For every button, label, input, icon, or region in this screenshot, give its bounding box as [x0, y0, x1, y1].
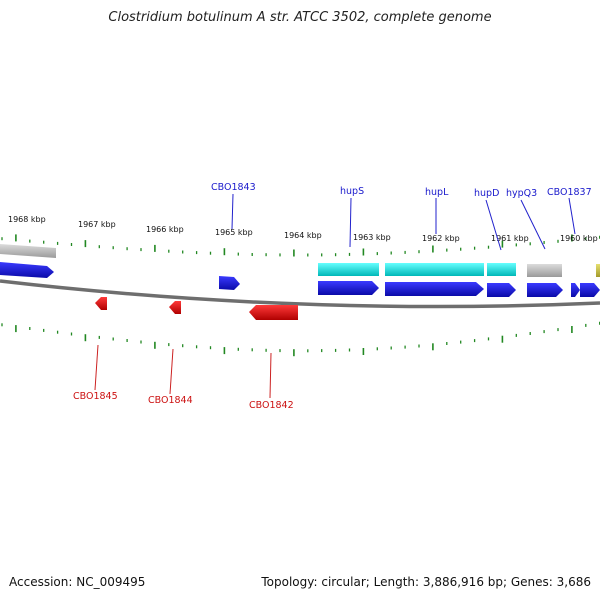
reverse-gene-CBO1842[interactable]	[249, 305, 298, 320]
forward-gene-hupD[interactable]	[487, 283, 516, 297]
forward-gene-left[interactable]	[0, 262, 54, 278]
forward-gene-CBO1843[interactable]	[219, 276, 240, 290]
leader-CBO1843	[231, 193, 234, 230]
leader-hupS	[349, 197, 352, 248]
forward-gene-hypQ3[interactable]	[527, 283, 563, 297]
forward-gene-CBO1837[interactable]	[580, 283, 600, 297]
kbp-label-1964: 1964 kbp	[284, 231, 322, 240]
label-CBO1842[interactable]: CBO1842	[249, 400, 294, 411]
forward-scale-ticks	[1, 234, 600, 257]
topology-summary: Topology: circular; Length: 3,886,916 bp…	[261, 575, 591, 589]
gene-hupS-rna-track[interactable]	[318, 263, 379, 276]
forward-gene-hupS[interactable]	[318, 281, 379, 295]
leader-CBO1837	[568, 197, 576, 235]
label-CBO1837[interactable]: CBO1837	[547, 187, 592, 198]
label-hypQ3[interactable]: hypQ3	[506, 188, 537, 199]
kbp-label-1968: 1968 kbp	[8, 215, 46, 224]
leader-hupD	[485, 199, 502, 251]
kbp-label-1966: 1966 kbp	[146, 225, 184, 234]
reverse-scale-ticks	[1, 321, 600, 357]
genome-backbone	[0, 279, 600, 309]
reverse-gene-CBO1844[interactable]	[169, 301, 181, 314]
label-CBO1844[interactable]: CBO1844	[148, 395, 193, 406]
reverse-gene-CBO1845[interactable]	[95, 297, 107, 310]
label-hupS[interactable]: hupS	[340, 186, 364, 197]
accession-label: Accession: NC_009495	[9, 575, 146, 589]
map-title: Clostridium botulinum A str. ATCC 3502, …	[108, 10, 492, 25]
gene-grey-left[interactable]	[0, 244, 56, 258]
gene-hypQ3-misc-track[interactable]	[527, 264, 562, 277]
leader-CBO1842	[269, 352, 272, 399]
label-CBO1843[interactable]: CBO1843	[211, 182, 256, 193]
leader-hypQ3	[520, 199, 546, 250]
leader-CBO1845	[94, 344, 99, 391]
leader-CBO1844	[169, 348, 174, 395]
forward-gene-small[interactable]	[571, 283, 580, 297]
kbp-label-1962: 1962 kbp	[422, 234, 460, 243]
kbp-label-1961: 1961 kbp	[491, 234, 529, 243]
gene-hupL-rna-track[interactable]	[385, 263, 484, 276]
label-hupD[interactable]: hupD	[474, 188, 499, 199]
gene-hupD-rna-track[interactable]	[487, 263, 516, 276]
forward-gene-hupL[interactable]	[385, 282, 484, 296]
gene-olive-edge[interactable]	[596, 264, 600, 277]
kbp-label-1963: 1963 kbp	[353, 233, 391, 242]
kbp-label-1967: 1967 kbp	[78, 220, 116, 229]
label-hupL[interactable]: hupL	[425, 187, 449, 198]
kbp-label-1960: 1960 kbp	[560, 234, 598, 243]
kbp-label-1965: 1965 kbp	[215, 228, 253, 237]
label-CBO1845[interactable]: CBO1845	[73, 391, 118, 402]
